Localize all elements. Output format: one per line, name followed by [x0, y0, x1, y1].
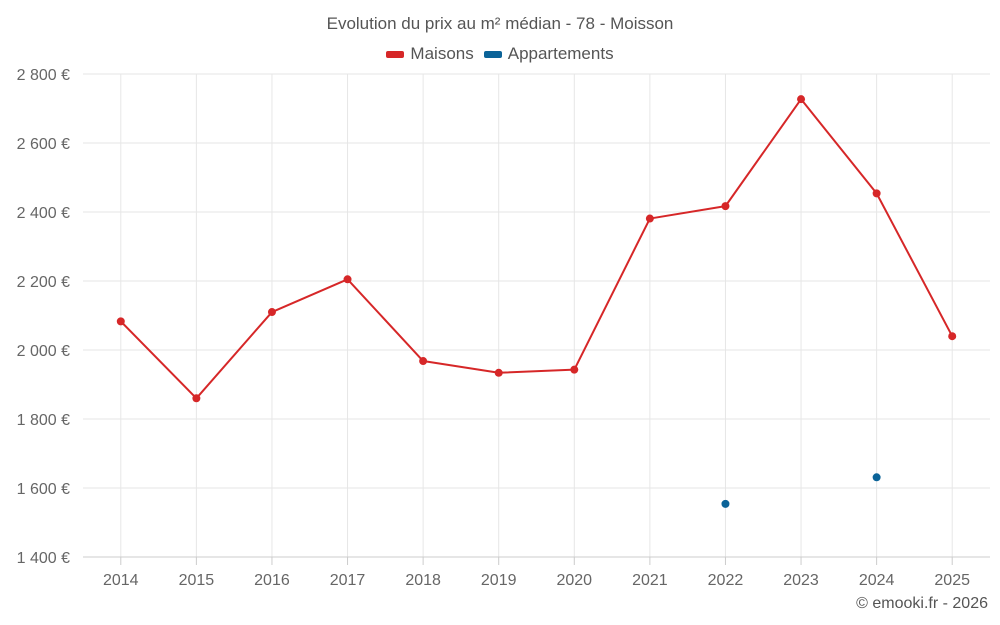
y-tick-label: 2 800 € — [17, 67, 70, 84]
x-tick-label: 2016 — [254, 572, 290, 589]
data-point-maisons — [419, 357, 428, 366]
data-point-maisons — [721, 202, 730, 211]
x-tick-label: 2025 — [934, 572, 970, 589]
data-point-maisons — [948, 332, 957, 341]
y-tick-label: 2 400 € — [17, 205, 70, 222]
x-tick-label: 2018 — [405, 572, 441, 589]
axes: 1 400 € 1 600 € 1 800 € 2 000 € 2 200 € 2 400… — [17, 67, 990, 589]
data-point-maisons — [267, 308, 276, 317]
x-tick-label: 2017 — [330, 572, 366, 589]
data-point-maisons — [494, 368, 503, 377]
legend-item-appartements[interactable]: Appartements — [483, 44, 614, 64]
y-tick-label: 1 800 € — [17, 412, 70, 429]
legend-swatch-maisons — [386, 50, 405, 58]
data-point-maisons — [343, 275, 352, 284]
data-point-appartements — [872, 473, 881, 482]
x-tick-label: 2019 — [481, 572, 517, 589]
credits: © emooki.fr - 2026 — [856, 595, 988, 612]
series-line-maisons — [120, 98, 954, 400]
grid — [83, 73, 990, 558]
y-tick-label: 1 600 € — [17, 481, 70, 498]
data-point-maisons — [192, 394, 201, 403]
data-point-maisons — [645, 214, 654, 223]
x-tick-label: 2015 — [179, 572, 215, 589]
x-tick-label: 2024 — [859, 572, 895, 589]
series-layer — [116, 95, 957, 508]
legend-label-maisons: Maisons — [410, 44, 474, 63]
x-tick-label: 2020 — [556, 572, 592, 589]
data-point-maisons — [570, 365, 579, 374]
legend-item-maisons[interactable]: Maisons — [386, 44, 474, 64]
x-tick-label: 2022 — [708, 572, 744, 589]
data-point-maisons — [872, 189, 881, 198]
y-tick-label: 2 200 € — [17, 274, 70, 291]
data-point-maisons — [797, 95, 806, 104]
chart-title: Evolution du prix au m² médian - 78 - Mo… — [326, 14, 674, 33]
y-tick-label: 1 400 € — [17, 550, 70, 567]
x-tick-label: 2023 — [783, 572, 819, 589]
y-tick-label: 2 000 € — [17, 343, 70, 360]
data-point-maisons — [116, 317, 125, 326]
data-point-appartements — [721, 499, 730, 508]
legend-swatch-appartements — [483, 50, 502, 58]
legend-label-appartements: Appartements — [507, 44, 614, 63]
x-tick-label: 2014 — [103, 572, 139, 589]
x-tick-label: 2021 — [632, 572, 668, 589]
y-tick-label: 2 600 € — [17, 136, 70, 153]
legend: Maisons Appartements — [0, 44, 1000, 64]
